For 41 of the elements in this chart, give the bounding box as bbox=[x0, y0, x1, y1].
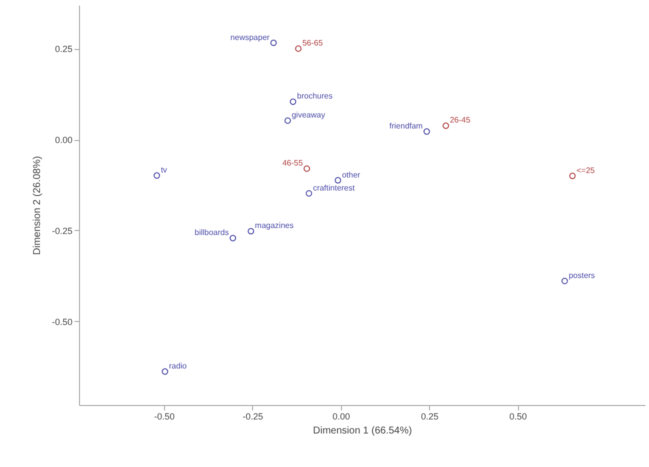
annotation: 26-45 bbox=[450, 116, 471, 125]
point bbox=[284, 117, 291, 124]
x-tick-label: -0.25 bbox=[242, 412, 264, 422]
point bbox=[561, 278, 568, 284]
point bbox=[162, 368, 168, 375]
y-tick-label: -0.25 bbox=[52, 226, 72, 236]
annotation: posters bbox=[568, 271, 595, 280]
annotation: tv bbox=[160, 166, 168, 175]
annotation: radio bbox=[168, 362, 188, 371]
annotation: brochures bbox=[297, 92, 333, 101]
annotation: 56-65 bbox=[302, 38, 324, 48]
point bbox=[569, 172, 576, 180]
x-tick-label: -0.50 bbox=[154, 412, 175, 422]
x-tick-label: 0.00 bbox=[332, 412, 350, 422]
point bbox=[295, 45, 302, 52]
point bbox=[248, 228, 254, 234]
annotation: <=25 bbox=[576, 166, 596, 175]
annotation: other bbox=[342, 170, 361, 180]
x-tick-label: 0.25 bbox=[420, 412, 438, 422]
point bbox=[304, 165, 310, 172]
point bbox=[442, 122, 450, 129]
point bbox=[154, 172, 160, 179]
point bbox=[270, 40, 277, 46]
point bbox=[423, 128, 430, 135]
y-tick-label: 0.25 bbox=[54, 44, 72, 54]
point bbox=[306, 190, 312, 197]
annotation: friendfam bbox=[389, 122, 424, 131]
annotation: 46-55 bbox=[282, 158, 304, 168]
x-axis-title: Dimension 1 (66.54%) bbox=[313, 426, 412, 436]
annotation: craftinterest bbox=[312, 183, 356, 192]
y-tick-label: 0.00 bbox=[54, 135, 72, 146]
y-tick-label: -0.50 bbox=[52, 316, 72, 327]
annotation: billboards bbox=[194, 228, 229, 238]
annotation: giveaway bbox=[292, 110, 326, 120]
point bbox=[230, 234, 236, 242]
annotation: newspaper bbox=[230, 32, 270, 42]
point bbox=[334, 177, 342, 184]
y-axis-title: Dimension 2 (26.08%) bbox=[32, 156, 43, 255]
x-tick-label: 0.50 bbox=[509, 412, 527, 422]
point bbox=[290, 98, 296, 105]
annotation: magazines bbox=[254, 221, 294, 230]
